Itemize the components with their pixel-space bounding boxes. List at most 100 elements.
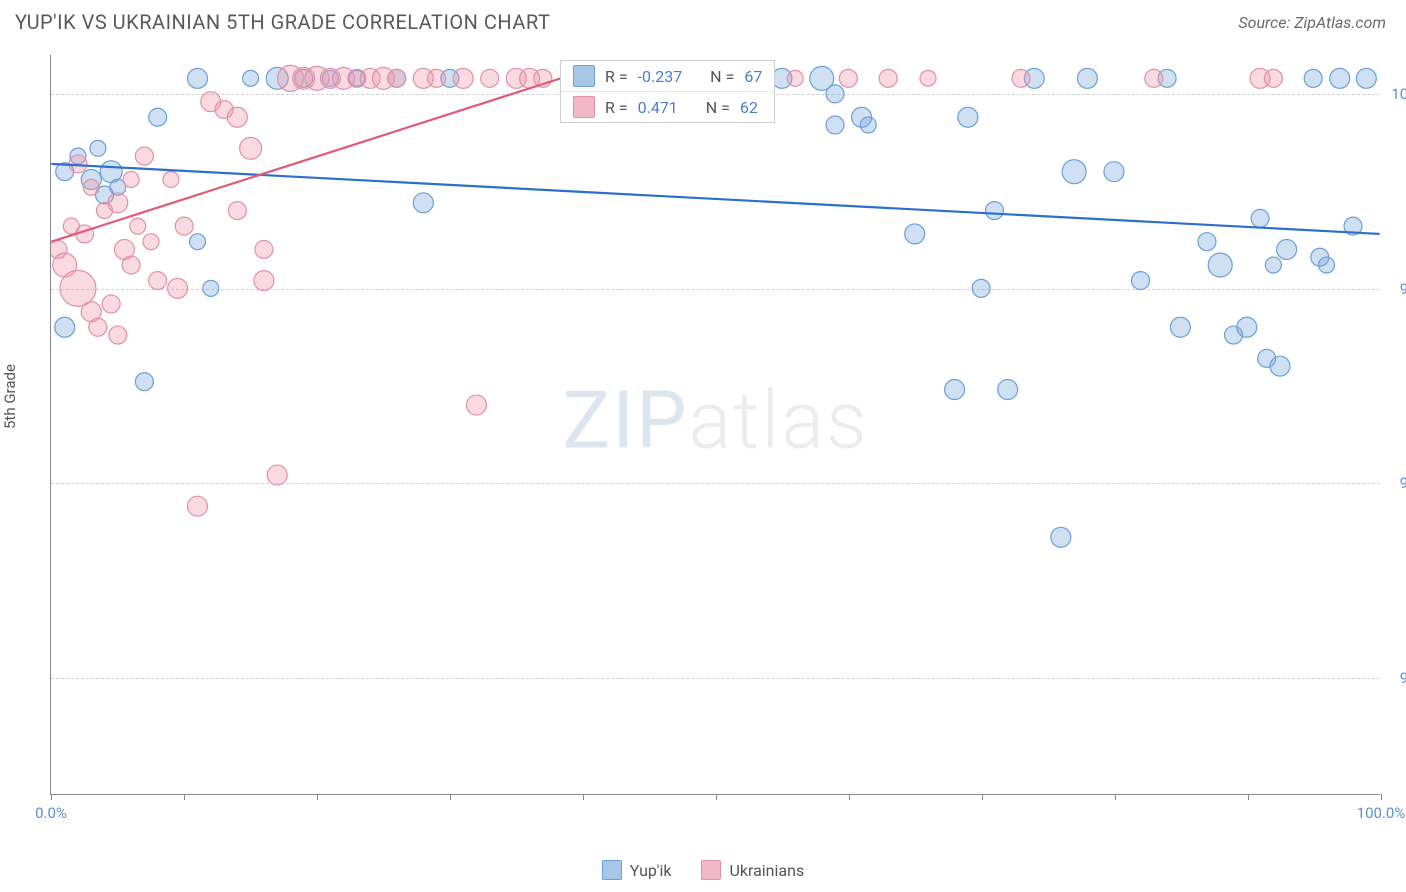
- legend-r-value-ukr: 0.471: [638, 98, 678, 117]
- x-tick: [1248, 794, 1249, 800]
- scatter-point: [1104, 162, 1124, 182]
- scatter-point: [985, 202, 1003, 220]
- scatter-point: [826, 85, 844, 103]
- y-tick-label: 92.5%: [1400, 669, 1406, 687]
- scatter-point: [860, 117, 876, 133]
- scatter-point: [108, 193, 128, 213]
- scatter-point: [413, 193, 433, 213]
- legend-r-label: R =: [605, 67, 628, 86]
- series-legend: Yup'ik Ukrainians: [0, 860, 1406, 880]
- scatter-point: [1170, 317, 1190, 337]
- x-tick: [1115, 794, 1116, 800]
- x-tick: [51, 794, 52, 800]
- x-tick: [849, 794, 850, 800]
- legend-label-yupik: Yup'ik: [630, 861, 672, 880]
- scatter-point: [1265, 257, 1281, 273]
- scatter-point: [1330, 68, 1350, 88]
- scatter-point: [83, 179, 99, 195]
- x-tick: [1381, 794, 1382, 800]
- scatter-point: [1132, 272, 1150, 290]
- scatter-point: [945, 380, 965, 400]
- legend-r-value-yupik: -0.237: [638, 67, 683, 86]
- scatter-point: [267, 465, 287, 485]
- chart-header: YUP'IK VS UKRAINIAN 5TH GRADE CORRELATIO…: [0, 0, 1406, 44]
- scatter-point: [135, 147, 153, 165]
- x-tick-label: 0.0%: [35, 804, 67, 822]
- scatter-point: [102, 295, 120, 313]
- x-tick: [583, 794, 584, 800]
- scatter-point: [879, 69, 897, 87]
- scatter-point: [839, 69, 857, 87]
- scatter-point: [122, 256, 140, 274]
- legend-row-yupik: R = -0.237 N = 67: [561, 61, 774, 92]
- scatter-point: [466, 395, 486, 415]
- legend-n-value-ukr: 62: [740, 98, 758, 117]
- scatter-point: [254, 271, 274, 291]
- legend-n-label-2: N =: [706, 98, 730, 117]
- y-tick-label: 95.0%: [1400, 474, 1406, 492]
- scatter-point: [1264, 69, 1282, 87]
- regression-line: [51, 164, 1379, 234]
- scatter-point: [920, 70, 936, 86]
- scatter-point: [243, 70, 259, 86]
- legend-swatch-yupik: [602, 860, 622, 880]
- scatter-point: [998, 380, 1018, 400]
- scatter-point: [89, 318, 107, 336]
- scatter-point: [163, 171, 179, 187]
- legend-n-label: N =: [710, 67, 734, 86]
- y-axis-label: 5th Grade: [1, 364, 19, 429]
- scatter-point: [1062, 160, 1086, 184]
- scatter-point: [388, 69, 406, 87]
- chart-title: YUP'IK VS UKRAINIAN 5TH GRADE CORRELATIO…: [15, 10, 550, 34]
- x-tick: [982, 794, 983, 800]
- legend-n-value-yupik: 67: [744, 67, 762, 86]
- legend-swatch-blue: [573, 65, 595, 87]
- x-tick: [317, 794, 318, 800]
- scatter-point: [1270, 356, 1290, 376]
- scatter-point: [227, 107, 247, 127]
- scatter-point: [1145, 69, 1163, 87]
- y-tick-label: 100.0%: [1391, 85, 1406, 103]
- scatter-point: [60, 270, 96, 306]
- scatter-point: [1051, 527, 1071, 547]
- scatter-point: [175, 217, 193, 235]
- scatter-svg: [51, 55, 1380, 794]
- scatter-point: [149, 272, 167, 290]
- scatter-point: [240, 137, 262, 159]
- scatter-point: [905, 224, 925, 244]
- scatter-point: [1304, 69, 1322, 87]
- scatter-point: [1251, 209, 1269, 227]
- scatter-point: [481, 69, 499, 87]
- scatter-point: [1237, 317, 1257, 337]
- y-tick-label: 97.5%: [1400, 280, 1406, 298]
- scatter-point: [255, 240, 273, 258]
- scatter-point: [168, 278, 188, 298]
- x-tick-label: 100.0%: [1357, 804, 1406, 822]
- scatter-point: [1318, 257, 1334, 273]
- scatter-point: [188, 68, 208, 88]
- scatter-point: [130, 218, 146, 234]
- scatter-point: [123, 171, 139, 187]
- legend-label-ukrainians: Ukrainians: [729, 861, 804, 880]
- legend-item-yupik: Yup'ik: [602, 860, 672, 880]
- scatter-point: [149, 108, 167, 126]
- scatter-point: [90, 140, 106, 156]
- scatter-point: [109, 326, 127, 344]
- scatter-point: [135, 373, 153, 391]
- correlation-legend: R = -0.237 N = 67 R = 0.471 N = 62: [560, 60, 775, 123]
- scatter-point: [972, 279, 990, 297]
- legend-swatch-ukrainians: [701, 860, 721, 880]
- chart-source: Source: ZipAtlas.com: [1238, 13, 1386, 32]
- legend-r-label-2: R =: [605, 98, 628, 117]
- scatter-point: [1277, 239, 1297, 259]
- scatter-point: [1208, 253, 1232, 277]
- legend-item-ukrainians: Ukrainians: [701, 860, 804, 880]
- scatter-point: [203, 280, 219, 296]
- legend-swatch-pink: [573, 96, 595, 118]
- scatter-point: [428, 69, 446, 87]
- chart-plot-area: ZIPatlas 92.5%95.0%97.5%100.0%0.0%100.0%: [50, 55, 1380, 795]
- legend-row-ukrainians: R = 0.471 N = 62: [561, 92, 774, 122]
- scatter-point: [55, 317, 75, 337]
- x-tick: [716, 794, 717, 800]
- scatter-point: [188, 496, 208, 516]
